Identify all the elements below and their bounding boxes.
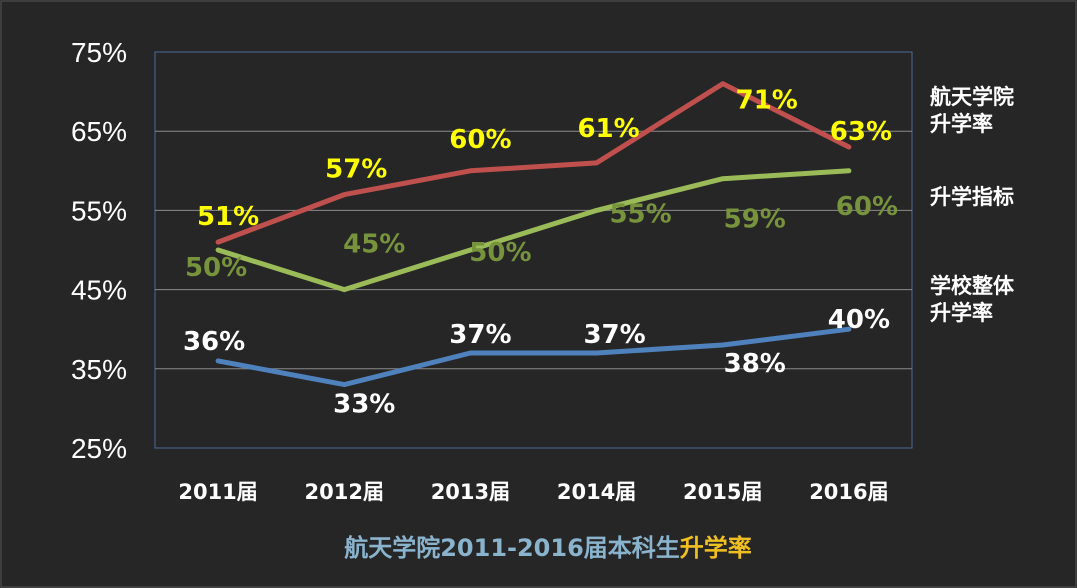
data-label: 50%	[469, 238, 531, 268]
y-tick-label: 75%	[71, 37, 127, 68]
series-line	[215, 168, 852, 293]
title-part: 升学率	[680, 534, 752, 562]
data-label: 38%	[724, 349, 786, 379]
legend-entry: 升学指标	[930, 185, 1014, 209]
series-line	[215, 326, 852, 388]
chart-title: 航天学院2011-2016届本科生升学率	[344, 534, 752, 562]
x-tick-label: 2014届	[557, 480, 636, 504]
y-tick-label: 25%	[71, 433, 127, 464]
data-label: 33%	[333, 390, 395, 420]
data-label: 63%	[830, 117, 892, 147]
legend-entry: 升学率	[930, 301, 993, 325]
data-label: 51%	[197, 202, 259, 232]
y-tick-label: 65%	[71, 116, 127, 147]
legend-entry: 升学率	[930, 112, 993, 136]
y-tick-label: 45%	[71, 275, 127, 306]
x-tick-label: 2012届	[305, 480, 384, 504]
data-label: 61%	[577, 114, 639, 144]
data-label: 40%	[828, 305, 890, 335]
data-label: 57%	[325, 155, 387, 185]
data-labels: 51% 57% 60% 61% 71% 63% 50% 45% 50% 55% 59% 60% 36% 3…	[183, 86, 898, 420]
data-label: 37%	[449, 320, 511, 350]
data-label: 60%	[449, 125, 511, 155]
data-label: 50%	[185, 253, 247, 283]
series-lines	[215, 81, 852, 388]
data-label: 55%	[609, 199, 671, 229]
legend-entry: 学校整体	[930, 274, 1015, 298]
x-tick-label: 2015届	[683, 480, 762, 504]
series-line	[215, 81, 852, 245]
legend-entry: 航天学院	[930, 85, 1014, 109]
x-axis: 2011届 2012届 2013届 2014届 2015届 2016届	[178, 480, 888, 504]
x-tick-label: 2016届	[809, 480, 888, 504]
data-label: 37%	[583, 320, 645, 350]
data-label: 60%	[836, 192, 898, 222]
title-part: 航天学院2011-2016届本科生	[344, 534, 680, 562]
x-tick-label: 2013届	[431, 480, 510, 504]
data-label: 45%	[343, 230, 405, 260]
data-label: 71%	[736, 86, 798, 116]
plot-border	[154, 51, 913, 449]
x-tick-label: 2011届	[178, 480, 257, 504]
y-axis: 25% 35% 45% 55% 65% 75%	[71, 37, 127, 464]
gridlines	[155, 130, 912, 370]
y-tick-label: 35%	[71, 354, 127, 385]
data-label: 36%	[183, 327, 245, 357]
y-tick-label: 55%	[71, 195, 127, 226]
data-label: 59%	[724, 205, 786, 235]
plot-area	[154, 51, 913, 449]
